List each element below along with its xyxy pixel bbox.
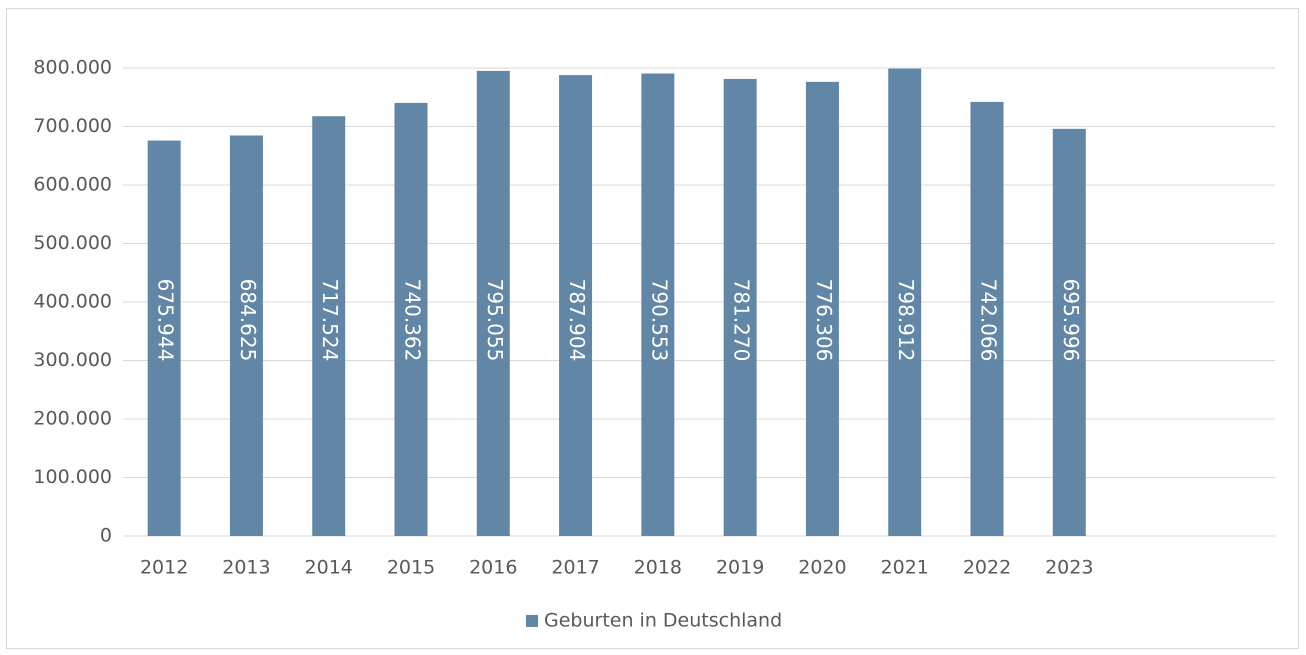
y-tick-label: 300.000 — [33, 349, 112, 371]
bar — [559, 75, 593, 536]
x-tick-label: 2015 — [387, 557, 435, 579]
data-label: 684.625 — [236, 279, 260, 362]
bar — [888, 68, 922, 537]
data-label: 795.055 — [483, 279, 507, 362]
bar — [641, 73, 675, 537]
data-label: 740.362 — [401, 279, 425, 362]
data-label: 742.066 — [977, 279, 1001, 362]
bar — [723, 78, 757, 537]
y-tick-label: 600.000 — [33, 174, 112, 196]
legend-label: Geburten in Deutschland — [544, 610, 782, 632]
y-tick-label: 800.000 — [33, 57, 112, 79]
data-label: 798.912 — [894, 279, 918, 362]
data-label: 787.904 — [565, 279, 589, 362]
bar — [312, 116, 346, 536]
data-label: 781.270 — [730, 279, 754, 362]
bar — [970, 101, 1004, 536]
data-label: 675.944 — [154, 279, 178, 362]
x-tick-label: 2014 — [305, 557, 353, 579]
x-tick-label: 2013 — [222, 557, 270, 579]
bar — [147, 140, 181, 536]
y-tick-label: 700.000 — [33, 115, 112, 137]
x-tick-label: 2020 — [798, 557, 846, 579]
y-tick-label: 400.000 — [33, 291, 112, 313]
y-tick-label: 500.000 — [33, 232, 112, 254]
data-label: 790.553 — [647, 279, 671, 362]
x-tick-label: 2012 — [140, 557, 188, 579]
bar — [476, 70, 510, 536]
data-label: 695.996 — [1059, 279, 1083, 362]
data-label: 717.524 — [318, 279, 342, 362]
bar — [1052, 128, 1086, 536]
legend-swatch — [526, 615, 538, 627]
bar — [805, 81, 839, 536]
x-tick-label: 2018 — [634, 557, 682, 579]
x-tick-label: 2023 — [1045, 557, 1093, 579]
x-tick-label: 2019 — [716, 557, 764, 579]
y-tick-label: 200.000 — [33, 408, 112, 430]
bar — [394, 102, 428, 536]
data-label: 776.306 — [812, 279, 836, 362]
x-tick-label: 2016 — [469, 557, 517, 579]
y-tick-label: 100.000 — [33, 466, 112, 488]
x-tick-label: 2017 — [551, 557, 599, 579]
x-tick-label: 2022 — [963, 557, 1011, 579]
y-tick-label: 0 — [100, 525, 112, 547]
bar — [229, 135, 263, 536]
x-tick-label: 2021 — [881, 557, 929, 579]
